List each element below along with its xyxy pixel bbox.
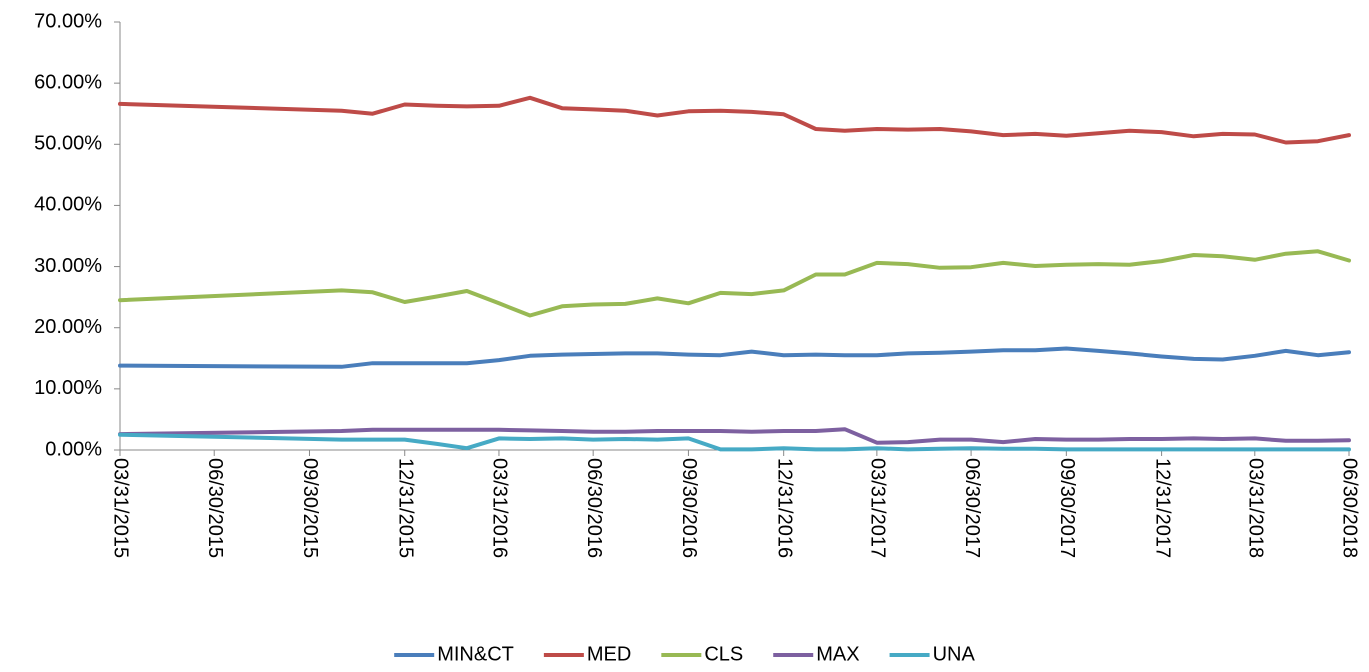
- legend-label: MED: [587, 643, 631, 665]
- x-tick-label: 09/30/2016: [678, 458, 700, 558]
- x-tick-label: 12/31/2015: [394, 458, 416, 558]
- x-tick-label: 03/31/2015: [110, 458, 132, 558]
- x-tick-label: 09/30/2017: [1056, 458, 1078, 558]
- series-line: [118, 95, 1351, 145]
- y-tick-label: 50.00%: [34, 133, 102, 155]
- y-tick-label: 10.00%: [34, 377, 102, 399]
- series-line: [118, 427, 1351, 445]
- series-line: [118, 432, 1351, 452]
- y-tick-label: 0.00%: [45, 438, 102, 460]
- y-tick-label: 40.00%: [34, 194, 102, 216]
- x-tick-label: 06/30/2017: [961, 458, 983, 558]
- legend-label: MIN&CT: [437, 643, 514, 665]
- y-tick-label: 60.00%: [34, 71, 102, 93]
- x-tick-label: 12/31/2016: [773, 458, 795, 558]
- x-tick-label: 12/31/2017: [1151, 458, 1173, 558]
- x-tick-label: 03/31/2017: [867, 458, 889, 558]
- y-tick-label: 20.00%: [34, 316, 102, 338]
- x-tick-label: 03/31/2016: [489, 458, 511, 558]
- x-tick-label: 03/31/2018: [1244, 458, 1266, 558]
- y-tick-label: 70.00%: [34, 10, 102, 32]
- x-tick-label: 06/30/2016: [583, 458, 605, 558]
- x-tick-label: 06/30/2018: [1339, 458, 1361, 558]
- x-tick-label: 06/30/2015: [204, 458, 226, 558]
- legend-label: CLS: [704, 643, 743, 665]
- series-line: [118, 346, 1351, 369]
- legend-label: MAX: [816, 643, 859, 665]
- y-tick-label: 30.00%: [34, 255, 102, 277]
- series-line: [118, 249, 1351, 318]
- x-tick-label: 09/30/2015: [299, 458, 321, 558]
- legend-label: UNA: [933, 643, 976, 665]
